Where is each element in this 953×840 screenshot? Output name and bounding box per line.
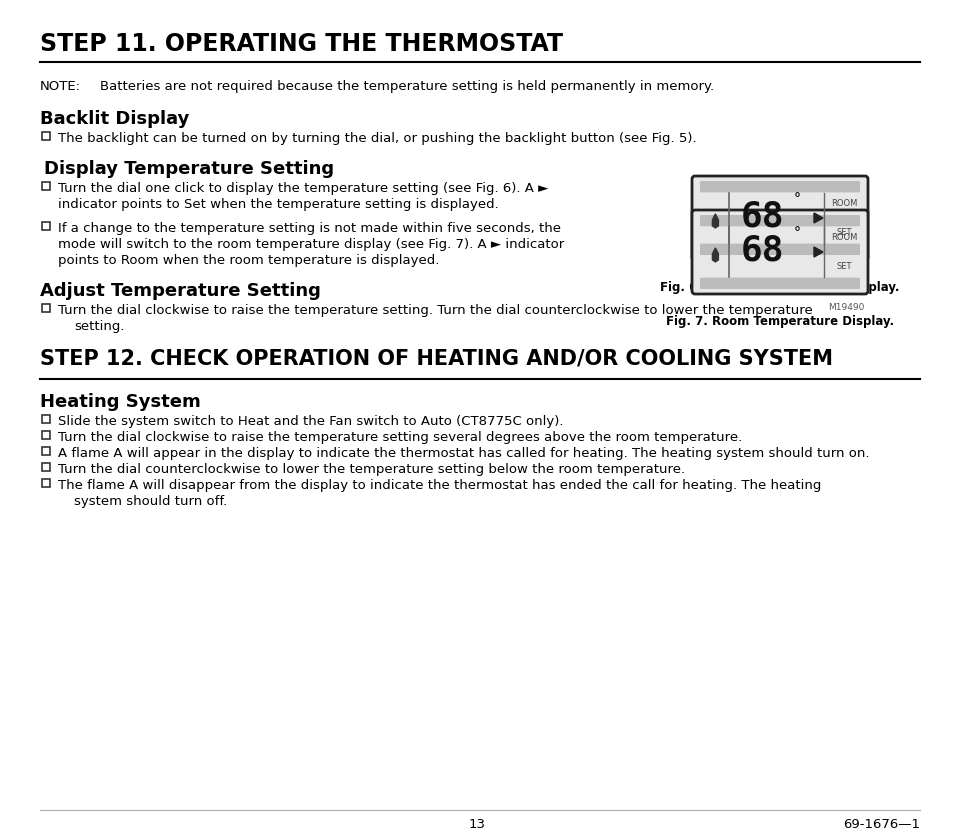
Bar xyxy=(42,463,50,471)
FancyBboxPatch shape xyxy=(700,181,859,192)
Bar xyxy=(42,415,50,423)
FancyBboxPatch shape xyxy=(700,278,859,289)
Text: 13: 13 xyxy=(468,817,485,831)
Text: Fig. 6. Temperature Setting Display.: Fig. 6. Temperature Setting Display. xyxy=(659,281,899,294)
Bar xyxy=(42,447,50,455)
Text: Display Temperature Setting: Display Temperature Setting xyxy=(44,160,334,178)
Bar xyxy=(42,304,50,312)
Bar xyxy=(42,132,50,140)
Text: NOTE:: NOTE: xyxy=(40,80,81,93)
Bar xyxy=(42,431,50,439)
Text: system should turn off.: system should turn off. xyxy=(74,495,227,508)
Polygon shape xyxy=(712,248,718,262)
Text: ROOM: ROOM xyxy=(831,234,857,243)
Text: SET: SET xyxy=(836,261,851,270)
Text: 68: 68 xyxy=(740,234,784,267)
Text: Backlit Display: Backlit Display xyxy=(40,110,190,128)
Polygon shape xyxy=(813,213,822,223)
Text: M19490: M19490 xyxy=(828,303,864,312)
Text: Turn the dial clockwise to raise the temperature setting. Turn the dial counterc: Turn the dial clockwise to raise the tem… xyxy=(58,304,812,317)
Bar xyxy=(42,222,50,230)
Text: SET: SET xyxy=(836,228,851,237)
Text: STEP 11. OPERATING THE THERMOSTAT: STEP 11. OPERATING THE THERMOSTAT xyxy=(40,32,562,56)
Text: M19489: M19489 xyxy=(828,269,864,278)
Text: STEP 12. CHECK OPERATION OF HEATING AND/OR COOLING SYSTEM: STEP 12. CHECK OPERATION OF HEATING AND/… xyxy=(40,349,832,369)
Polygon shape xyxy=(813,247,822,257)
Text: Heating System: Heating System xyxy=(40,393,200,411)
Text: Batteries are not required because the temperature setting is held permanently i: Batteries are not required because the t… xyxy=(100,80,714,93)
Text: setting.: setting. xyxy=(74,320,125,333)
Text: ROOM: ROOM xyxy=(831,199,857,208)
Polygon shape xyxy=(712,214,718,228)
Bar xyxy=(42,479,50,487)
Text: The flame A will disappear from the display to indicate the thermostat has ended: The flame A will disappear from the disp… xyxy=(58,479,821,492)
Bar xyxy=(42,182,50,190)
FancyBboxPatch shape xyxy=(700,215,859,226)
Text: Turn the dial counterclockwise to lower the temperature setting below the room t: Turn the dial counterclockwise to lower … xyxy=(58,463,684,476)
Text: °: ° xyxy=(793,226,800,240)
Text: Turn the dial clockwise to raise the temperature setting several degrees above t: Turn the dial clockwise to raise the tem… xyxy=(58,431,741,444)
Text: Adjust Temperature Setting: Adjust Temperature Setting xyxy=(40,282,320,300)
Text: 68: 68 xyxy=(740,199,784,234)
Text: Slide the system switch to Heat and the Fan switch to Auto (CT8775C only).: Slide the system switch to Heat and the … xyxy=(58,415,563,428)
Text: A flame A will appear in the display to indicate the thermostat has called for h: A flame A will appear in the display to … xyxy=(58,447,868,460)
Text: 69-1676—1: 69-1676—1 xyxy=(842,817,919,831)
Text: indicator points to Set when the temperature setting is displayed.: indicator points to Set when the tempera… xyxy=(58,198,498,211)
Text: points to Room when the room temperature is displayed.: points to Room when the room temperature… xyxy=(58,254,439,267)
Text: If a change to the temperature setting is not made within five seconds, the: If a change to the temperature setting i… xyxy=(58,222,560,235)
FancyBboxPatch shape xyxy=(691,210,867,294)
FancyBboxPatch shape xyxy=(700,244,859,255)
Text: Turn the dial one click to display the temperature setting (see Fig. 6). A ►: Turn the dial one click to display the t… xyxy=(58,182,548,195)
Text: °: ° xyxy=(793,192,800,207)
Text: The backlight can be turned on by turning the dial, or pushing the backlight but: The backlight can be turned on by turnin… xyxy=(58,132,696,145)
Text: Fig. 7. Room Temperature Display.: Fig. 7. Room Temperature Display. xyxy=(665,315,893,328)
FancyBboxPatch shape xyxy=(691,176,867,260)
Text: mode will switch to the room temperature display (see Fig. 7). A ► indicator: mode will switch to the room temperature… xyxy=(58,238,563,251)
